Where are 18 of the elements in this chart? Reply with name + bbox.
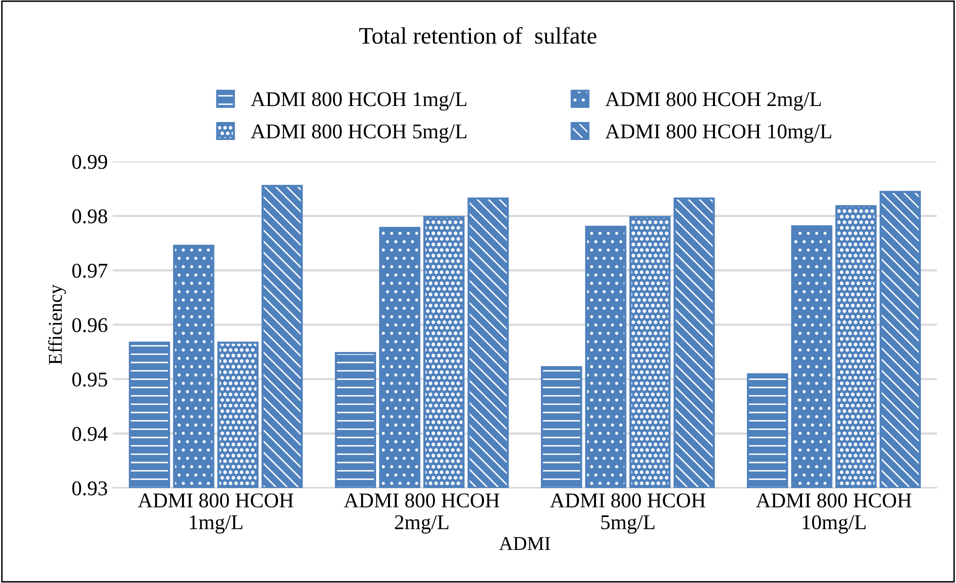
x-tick-label: ADMI 800 HCOH 5mg/L [550,493,706,534]
y-tick-label: 0.97 [72,264,108,278]
x-tick-label: ADMI 800 HCOH 1mg/L [138,493,294,534]
y-tick-label: 0.94 [72,426,108,442]
legend-label: ADMI 800 HCOH 10mg/L [605,124,832,143]
chart-title: Total retention of sulfate [359,26,596,44]
legend-label: ADMI 800 HCOH 1mg/L [250,92,466,111]
y-axis-title: Efficiency [48,284,66,364]
x-tick-label: ADMI 800 HCOH 10mg/L [756,493,912,534]
legend-label: ADMI 800 HCOH 2mg/L [605,92,821,111]
y-tick-label: 0.95 [72,372,108,387]
x-tick-label: ADMI 800 HCOH 2mg/L [344,493,500,534]
legend-label: ADMI 800 HCOH 5mg/L [250,124,466,143]
x-axis-title: ADMI [499,537,550,550]
y-tick-label: 0.98 [72,209,108,224]
y-tick-label: 0.93 [72,481,108,496]
y-tick-label: 0.99 [72,154,108,170]
y-tick-label: 0.96 [72,318,108,332]
